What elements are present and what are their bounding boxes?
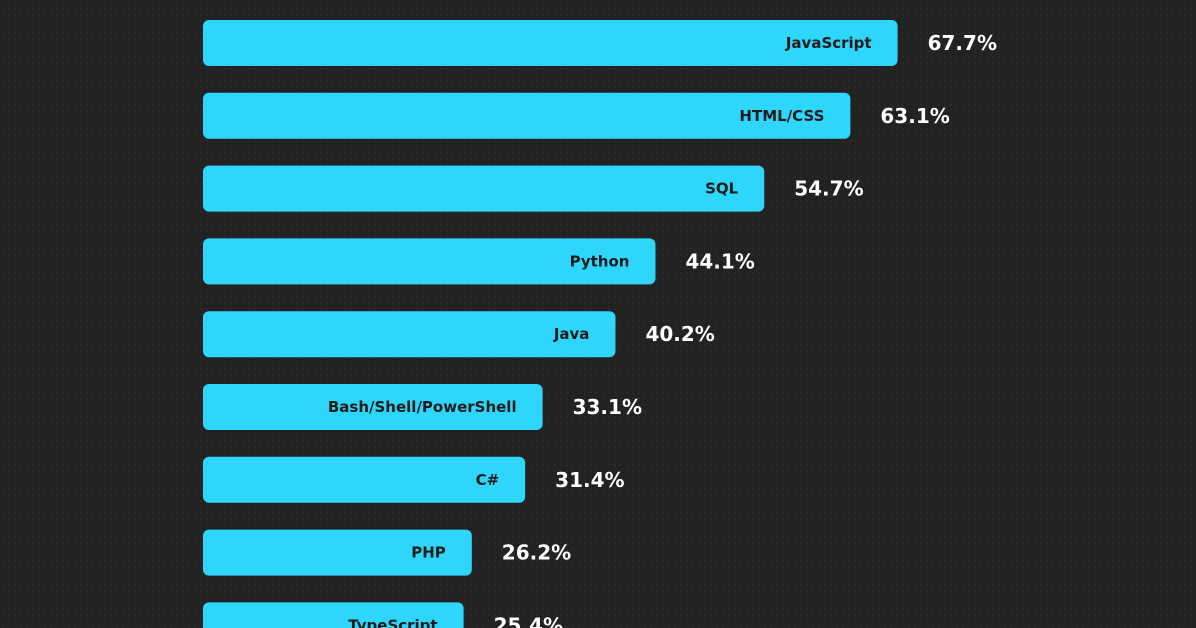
bar-label-typescript: TypeScript: [348, 616, 437, 628]
value-label-python: 44.1%: [685, 249, 754, 273]
bar-sql: [203, 165, 765, 212]
bar-group-c: C# 31.4%: [203, 456, 625, 503]
bar-group-html-css: HTML/CSS 63.1%: [203, 92, 950, 139]
bar-c: [203, 456, 526, 503]
bar-group-bash-shell-powershell: Bash/Shell/PowerShell 33.1%: [203, 384, 642, 430]
bar-group-typescript: TypeScript 25.4%: [203, 602, 563, 628]
bar-php: [203, 529, 472, 576]
bar-label-html-css: HTML/CSS: [739, 107, 824, 125]
bar-label-javascript: JavaScript: [785, 34, 872, 52]
bar-label-php: PHP: [411, 544, 446, 562]
bar-typescript: [203, 602, 464, 628]
bar-group-sql: SQL 54.7%: [203, 165, 864, 212]
bar-label-python: Python: [570, 252, 630, 270]
bar-group-python: Python 44.1%: [203, 238, 755, 285]
value-label-javascript: 67.7%: [928, 31, 997, 55]
bar-html-css: [203, 92, 851, 139]
bar-label-java: Java: [553, 325, 590, 343]
bar-bash-shell-powershell: [203, 384, 543, 430]
bar-python: [203, 238, 656, 285]
value-label-typescript: 25.4%: [494, 613, 563, 628]
value-label-php: 26.2%: [502, 541, 571, 565]
bar-label-sql: SQL: [705, 180, 739, 198]
bar-label-bash-shell-powershell: Bash/Shell/PowerShell: [328, 398, 517, 416]
value-label-c: 31.4%: [555, 468, 624, 492]
value-label-bash-shell-powershell: 33.1%: [573, 395, 642, 419]
bar-group-php: PHP 26.2%: [203, 529, 571, 576]
value-label-html-css: 63.1%: [880, 104, 949, 128]
bar-java: [203, 311, 616, 358]
value-label-sql: 54.7%: [794, 177, 863, 201]
bar-group-java: Java 40.2%: [203, 311, 715, 358]
bar-javascript: [203, 20, 898, 66]
bar-group-javascript: JavaScript 67.7%: [203, 20, 997, 66]
value-label-java: 40.2%: [645, 322, 714, 346]
bar-label-c: C#: [476, 471, 500, 489]
